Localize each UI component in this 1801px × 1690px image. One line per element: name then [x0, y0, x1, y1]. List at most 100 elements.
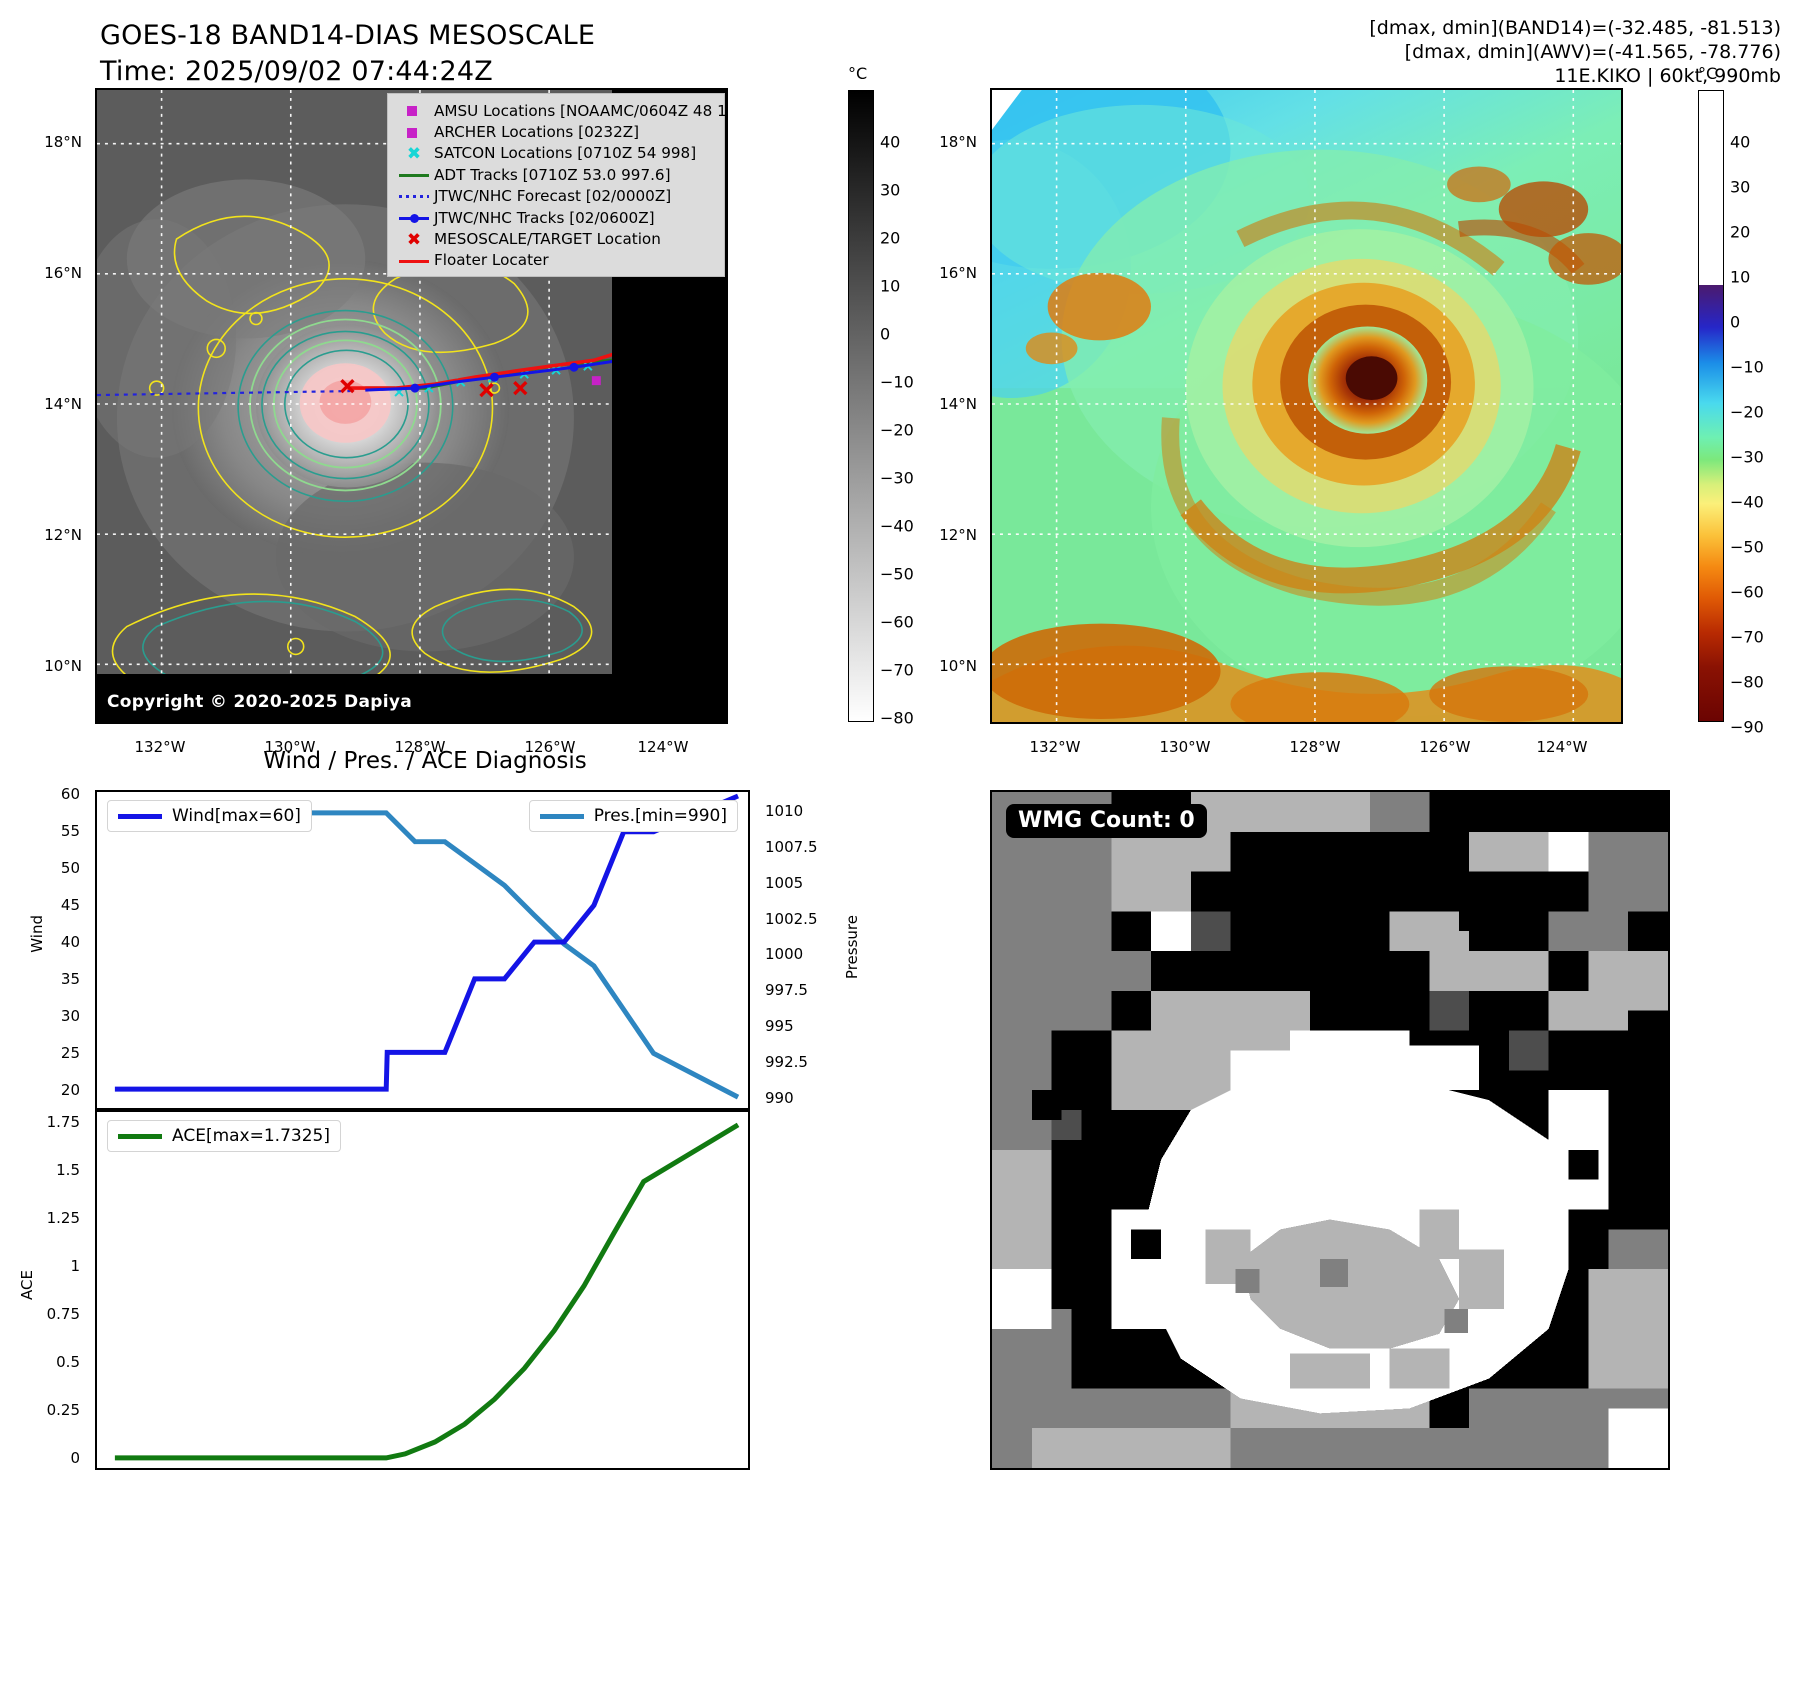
colorbar-tick: 0 — [1730, 312, 1741, 332]
line-dot-blue-icon — [394, 207, 434, 228]
awv-lon-tick: 124°W — [1536, 738, 1588, 756]
wind-ytick: 50 — [60, 859, 80, 877]
colorbar-tick: −30 — [880, 468, 914, 488]
ace-line-swatch — [118, 1133, 162, 1139]
colorbar-tick: −70 — [880, 660, 914, 680]
wind-pressure-chart[interactable]: Wind[max=60] Pres.[min=990] — [95, 790, 750, 1110]
wind-ytick: 55 — [60, 822, 80, 840]
ir-lat-tick: 16°N — [44, 264, 82, 282]
colorbar-tick: −10 — [1730, 357, 1764, 377]
awv-lat-tick: 18°N — [939, 133, 977, 151]
copyright-notice: Copyright © 2020-2025 Dapiya — [107, 692, 412, 712]
pressure-ytick: 992.5 — [765, 1053, 808, 1071]
dotted-blue-icon — [394, 186, 434, 207]
ir-lat-tick: 10°N — [44, 657, 82, 675]
title-line: GOES-18 BAND14-DIAS MESOSCALE — [100, 20, 596, 51]
colorbar-gradient — [848, 90, 874, 722]
colorbar-tick: −80 — [880, 708, 914, 728]
awv-image — [992, 90, 1621, 722]
legend-label: SATCON Locations [0710Z 54 998] — [434, 144, 697, 163]
pressure-ytick: 1010 — [765, 802, 804, 820]
ir-lon-tick: 132°W — [134, 738, 186, 756]
colorbar-tick: −40 — [1730, 492, 1764, 512]
dmax-band14-text: [dmax, dmin](BAND14)=(-32.485, -81.513) — [1369, 17, 1781, 39]
wmg-count-label: WMG Count: 0 — [1006, 804, 1207, 838]
colorbar-tick: −30 — [1730, 447, 1764, 467]
legend-item-amsu[interactable]: AMSU Locations [NOAAMC/0604Z 48 1002] — [394, 100, 726, 121]
legend-item-floater-locater[interactable]: Floater Locater — [394, 250, 720, 271]
colorbar-tick: 40 — [880, 132, 901, 152]
line-green-icon — [394, 164, 434, 185]
ir-lat-tick: 18°N — [44, 133, 82, 151]
legend-label: MESOSCALE/TARGET Location — [434, 230, 661, 249]
wind-legend[interactable]: Wind[max=60] — [107, 800, 312, 832]
x-red-icon: ✖ — [406, 229, 422, 250]
colorbar-tick: −50 — [1730, 537, 1764, 557]
pressure-legend-label: Pres.[min=990] — [593, 806, 727, 826]
colorbar-tick: −90 — [1730, 717, 1764, 737]
legend-item-jtwc-tracks[interactable]: JTWC/NHC Tracks [02/0600Z] — [394, 207, 720, 228]
legend-label: Floater Locater — [434, 251, 549, 270]
awv-lon-tick: 126°W — [1419, 738, 1471, 756]
colorbar-unit-label: °C — [848, 64, 868, 83]
wind-ytick: 35 — [60, 970, 80, 988]
pressure-ytick: 995 — [765, 1017, 794, 1035]
ace-ytick: 0.5 — [56, 1353, 80, 1371]
pressure-line-swatch — [539, 813, 584, 819]
time-line: Time: 2025/09/02 07:44:24Z — [100, 56, 493, 87]
ace-legend[interactable]: ACE[max=1.7325] — [107, 1120, 341, 1152]
awv-lon-tick: 128°W — [1289, 738, 1341, 756]
ir-lat-tick: 14°N — [44, 395, 82, 413]
awv-satellite-panel[interactable] — [990, 88, 1623, 724]
colorbar-tick: −40 — [880, 516, 914, 536]
wind-ytick: 25 — [60, 1044, 80, 1062]
colorbar-tick: −20 — [1730, 402, 1764, 422]
header-diagnostics: [dmax, dmin](BAND14)=(-32.485, -81.513) … — [1369, 16, 1781, 88]
ir-legend[interactable]: AMSU Locations [NOAAMC/0604Z 48 1002] AR… — [387, 93, 726, 278]
wind-ytick: 60 — [60, 785, 80, 803]
legend-label: JTWC/NHC Forecast [02/0000Z] — [434, 187, 672, 206]
ace-axis-title: ACE — [18, 1270, 36, 1300]
pressure-ytick: 1007.5 — [765, 838, 818, 856]
pressure-ytick: 1002.5 — [765, 910, 818, 928]
colorbar-tick: 20 — [1730, 222, 1751, 242]
colorbar-gradient — [1698, 90, 1724, 722]
colorbar-tick: 40 — [1730, 132, 1751, 152]
ace-ytick: 0.25 — [46, 1401, 80, 1419]
ir-satellite-panel[interactable]: AMSU Locations [NOAAMC/0604Z 48 1002] AR… — [95, 88, 728, 724]
legend-item-jtwc-forecast[interactable]: JTWC/NHC Forecast [02/0000Z] — [394, 186, 720, 207]
colorbar-tick: −60 — [880, 612, 914, 632]
legend-item-archer[interactable]: ARCHER Locations [0232Z] — [394, 121, 720, 142]
ace-ytick: 1 — [70, 1257, 80, 1275]
legend-item-mesoscale-target[interactable]: ✖ MESOSCALE/TARGET Location — [394, 228, 720, 249]
ace-plot — [114, 1122, 740, 1461]
ir-lon-tick: 124°W — [637, 738, 689, 756]
legend-label: ARCHER Locations [0232Z] — [434, 123, 640, 142]
ace-ytick: 1.75 — [46, 1113, 80, 1131]
colorbar-tick: −70 — [1730, 627, 1764, 647]
ir-lon-tick: 126°W — [524, 738, 576, 756]
dmax-awv-text: [dmax, dmin](AWV)=(-41.565, -78.776) — [1404, 41, 1781, 63]
pressure-axis-title: Pressure — [843, 915, 861, 980]
awv-lon-tick: 130°W — [1159, 738, 1211, 756]
ir-lat-tick: 12°N — [44, 526, 82, 544]
wmg-panel[interactable]: WMG Count: 0 — [990, 790, 1670, 1470]
square-magenta-icon — [394, 122, 434, 143]
colorbar-tick: −50 — [880, 564, 914, 584]
line-red-icon — [394, 250, 434, 271]
colorbar-tick: −80 — [1730, 672, 1764, 692]
colorbar-tick: 0 — [880, 324, 891, 344]
square-magenta-icon — [394, 100, 434, 121]
legend-item-satcon[interactable]: ✖ SATCON Locations [0710Z 54 998] — [394, 143, 720, 164]
awv-lon-tick: 132°W — [1029, 738, 1081, 756]
ace-ytick: 0 — [70, 1449, 80, 1467]
legend-item-adt-tracks[interactable]: ADT Tracks [0710Z 53.0 997.6] — [394, 164, 720, 185]
legend-label: JTWC/NHC Tracks [02/0600Z] — [434, 208, 655, 227]
ace-chart[interactable]: ACE[max=1.7325] — [95, 1110, 750, 1470]
wmg-image — [992, 792, 1668, 1468]
wind-ytick: 20 — [60, 1081, 80, 1099]
page-title: GOES-18 BAND14-DIAS MESOSCALE Time: 2025… — [100, 18, 595, 90]
wind-line-swatch — [118, 813, 162, 819]
ir-lon-tick: 128°W — [394, 738, 446, 756]
pressure-legend[interactable]: Pres.[min=990] — [528, 800, 738, 832]
